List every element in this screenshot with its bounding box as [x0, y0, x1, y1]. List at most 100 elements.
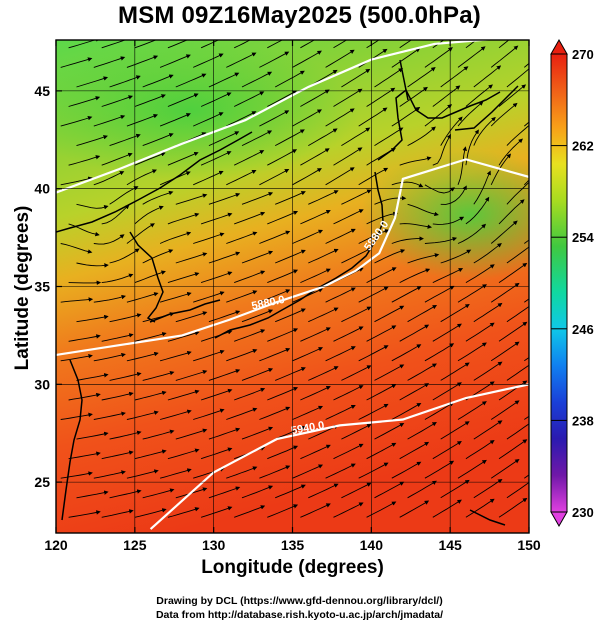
x-tick-label: 135 — [281, 537, 305, 553]
streamline — [292, 50, 322, 68]
streamline — [175, 193, 208, 205]
streamline — [407, 126, 436, 146]
contour-label: 5940.0 — [290, 419, 325, 437]
streamline — [399, 40, 413, 49]
streamline — [200, 388, 233, 401]
streamline — [407, 480, 437, 499]
streamline — [374, 127, 404, 146]
streamline — [267, 386, 299, 401]
streamline — [341, 424, 372, 440]
streamline — [234, 211, 266, 225]
streamline — [93, 114, 126, 127]
map-title: MSM 09Z16May2025 (500.0hPa) — [118, 2, 481, 29]
streamline — [424, 343, 455, 362]
colorbar-bar — [550, 53, 568, 513]
streamline — [457, 401, 487, 420]
streamline — [374, 68, 404, 88]
streamline — [498, 84, 527, 107]
streamline — [267, 445, 299, 460]
streamline — [506, 481, 529, 499]
streamline — [325, 228, 356, 244]
streamline — [325, 167, 355, 186]
streamline — [193, 112, 224, 127]
streamline — [399, 500, 430, 518]
streamline — [142, 370, 175, 381]
streamline — [109, 313, 142, 323]
streamline — [457, 342, 487, 362]
streamline — [341, 248, 372, 264]
streamline — [134, 152, 166, 166]
streamline — [300, 40, 316, 49]
streamline — [109, 371, 142, 381]
streamline — [440, 304, 470, 323]
streamline — [101, 204, 130, 225]
x-tick-label: 130 — [202, 537, 226, 553]
streamline — [275, 367, 306, 381]
streamline — [292, 347, 324, 362]
streamline — [101, 450, 134, 460]
streamline — [325, 108, 355, 127]
streamline — [275, 484, 306, 499]
streamline — [126, 351, 159, 362]
streamline — [93, 411, 126, 420]
streamline — [465, 498, 495, 518]
streamline — [440, 249, 472, 264]
streamline — [267, 149, 298, 166]
x-tick-label: 145 — [438, 537, 462, 553]
streamline — [523, 179, 529, 186]
streamline — [391, 106, 421, 127]
streamline — [341, 482, 372, 499]
streamline — [241, 426, 274, 440]
streamline — [498, 40, 510, 49]
streamline — [101, 391, 134, 401]
streamline — [200, 212, 233, 225]
streamline — [399, 441, 430, 460]
streamline — [60, 57, 93, 68]
streamline — [358, 403, 389, 420]
streamline — [134, 205, 164, 225]
streamline — [241, 309, 274, 323]
y-axis: 25 30 35 40 45 — [34, 83, 62, 490]
streamline — [134, 508, 167, 518]
streamline — [60, 412, 93, 420]
streamline — [274, 129, 305, 146]
streamline — [167, 448, 200, 460]
streamline — [490, 102, 518, 127]
streamline — [465, 440, 495, 460]
streamline — [358, 462, 389, 479]
streamline — [333, 443, 364, 460]
streamline — [259, 110, 290, 127]
streamline — [126, 114, 158, 127]
colorbar-tick-label: 262 — [572, 139, 594, 154]
y-tick-label: 25 — [34, 474, 50, 490]
streamline — [167, 93, 199, 107]
streamline — [325, 404, 356, 420]
streamline — [391, 236, 424, 244]
streamline — [325, 346, 356, 362]
streamline — [325, 463, 356, 479]
streamline — [93, 234, 125, 245]
streamline — [391, 48, 421, 68]
streamline — [259, 230, 291, 244]
streamline — [267, 90, 298, 107]
streamline — [308, 483, 339, 499]
streamline — [193, 53, 224, 68]
streamline — [506, 364, 529, 381]
streamline — [391, 402, 422, 420]
streamline — [60, 115, 93, 127]
streamline — [407, 363, 437, 381]
streamline — [341, 365, 372, 381]
streamline — [68, 451, 101, 460]
streamline — [432, 216, 465, 225]
streamline — [68, 510, 101, 518]
streamline — [68, 223, 100, 237]
streamline — [341, 189, 372, 205]
streamline — [325, 49, 355, 68]
streamline — [234, 505, 266, 518]
streamline — [175, 311, 208, 323]
streamline — [498, 199, 525, 225]
streamline — [300, 89, 330, 107]
gridlines — [56, 40, 529, 533]
streamline — [101, 40, 134, 49]
colorbar-top-arrow — [550, 38, 568, 55]
